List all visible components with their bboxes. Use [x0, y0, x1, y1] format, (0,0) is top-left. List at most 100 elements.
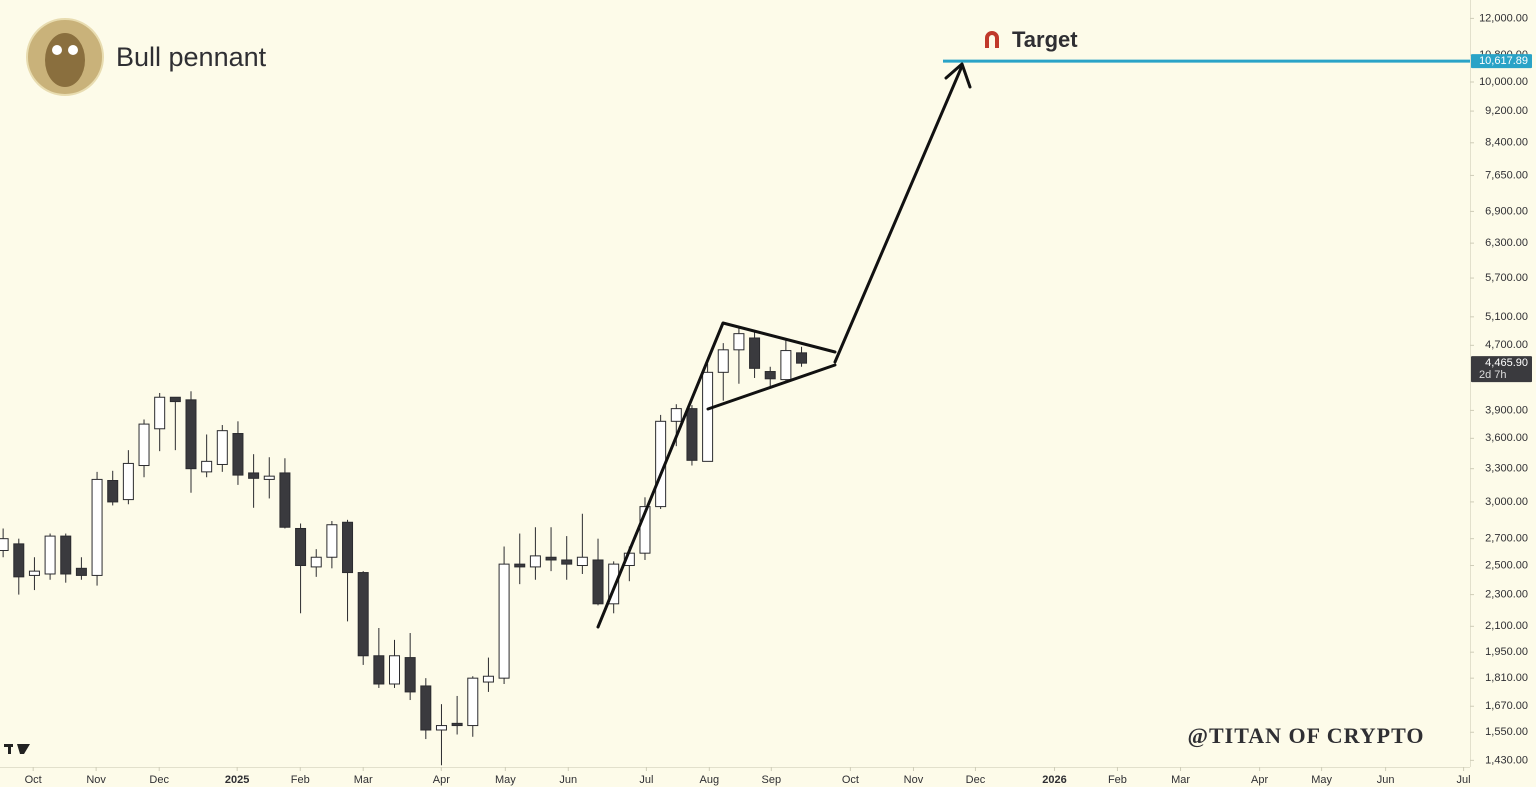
candle-body [733, 333, 745, 351]
candle-body [717, 349, 729, 373]
candle-body [764, 371, 776, 380]
y-tick-label: 5,100.00 [1485, 311, 1528, 323]
pattern-drawing [596, 62, 972, 629]
y-tick-label: 8,400.00 [1485, 137, 1528, 149]
y-tick-label: 12,000.00 [1479, 12, 1528, 24]
candle-body [279, 472, 291, 528]
x-tick-label: Nov [904, 774, 924, 786]
x-tick-label: Jun [559, 774, 577, 786]
candle-body [702, 371, 714, 462]
y-tick-label: 5,700.00 [1485, 272, 1528, 284]
y-tick-label: 2,700.00 [1485, 533, 1528, 545]
x-tick-label: Dec [966, 774, 986, 786]
y-tick-label: 2,500.00 [1485, 559, 1528, 571]
target-icon [985, 31, 999, 48]
price-tag [1471, 356, 1532, 383]
avatar [26, 18, 104, 96]
y-tick-label: 3,300.00 [1485, 463, 1528, 475]
candle-body [561, 559, 573, 565]
candle-body [796, 352, 808, 364]
candle-body [248, 472, 260, 479]
watermark: @TITAN OF CRYPTO [1188, 723, 1425, 748]
candle-body [0, 538, 9, 551]
candle-body [295, 527, 307, 567]
candle-body [373, 655, 385, 685]
candle-body [201, 460, 213, 473]
y-tick-label: 1,950.00 [1485, 646, 1528, 658]
candle-body [592, 559, 604, 605]
candle-body [357, 572, 369, 657]
x-tick-label: Mar [354, 774, 373, 786]
candle-body [60, 535, 72, 575]
candle-body [467, 677, 479, 727]
x-tick-label: Nov [86, 774, 106, 786]
candle-body [404, 657, 416, 693]
candle-body [169, 396, 181, 403]
candle-body [576, 556, 588, 567]
candle-body [514, 563, 526, 568]
chart-title: Bull pennant [116, 42, 267, 72]
x-tick-label: Feb [1108, 774, 1127, 786]
y-tick-label: 1,810.00 [1485, 672, 1528, 684]
y-tick-label: 7,650.00 [1485, 169, 1528, 181]
x-tick-label: Jul [1457, 774, 1471, 786]
candle-body [670, 408, 682, 422]
candle-body [28, 570, 40, 576]
x-tick-label: Apr [1251, 774, 1268, 786]
x-tick-label: 2026 [1042, 774, 1066, 786]
candle-body [780, 350, 792, 381]
candle-body [608, 563, 620, 605]
x-tick-label: Sep [762, 774, 782, 786]
y-tick-label: 4,700.00 [1485, 339, 1528, 351]
plot: 12,000.0010,800.0010,000.009,200.008,400… [0, 12, 1532, 786]
y-tick-label: 10,000.00 [1479, 76, 1528, 88]
candle-body [107, 480, 119, 503]
candle-body [482, 675, 494, 683]
candle-body [232, 433, 244, 476]
candle-body [545, 556, 557, 561]
x-tick-label: Feb [291, 774, 310, 786]
x-tick-label: 2025 [225, 774, 249, 786]
candle-body [342, 521, 354, 574]
y-tick-label: 6,900.00 [1485, 205, 1528, 217]
x-tick-label: Dec [149, 774, 169, 786]
x-tick-label: Jun [1377, 774, 1395, 786]
x-tick-label: Oct [25, 774, 42, 786]
x-tick-label: May [495, 774, 516, 786]
candle-body [185, 399, 197, 470]
candle-body [498, 563, 510, 679]
y-tick-label: 6,300.00 [1485, 237, 1528, 249]
price-tag-sublabel: 2d 7h [1479, 369, 1507, 381]
x-tick-label: Mar [1171, 774, 1190, 786]
candle-body [420, 685, 432, 731]
x-tick-label: Apr [433, 774, 450, 786]
y-tick-label: 2,300.00 [1485, 589, 1528, 601]
candle-body [263, 475, 275, 480]
price-tag-label: 4,465.90 [1485, 357, 1528, 369]
candle-body [91, 478, 103, 576]
candle-body [154, 396, 166, 430]
candle-body [451, 722, 463, 727]
x-tick-label: Oct [842, 774, 859, 786]
price-tag-label: 10,617.89 [1479, 55, 1528, 67]
candle-body [13, 543, 25, 578]
x-tick-label: Jul [639, 774, 653, 786]
y-tick-label: 1,430.00 [1485, 754, 1528, 766]
candle-body [639, 506, 651, 554]
candle-body [686, 408, 698, 461]
candle-body [749, 337, 761, 369]
x-tick-label: May [1311, 774, 1332, 786]
price-tag [1471, 54, 1532, 69]
annotation: Target [1012, 27, 1078, 52]
candle-body [138, 423, 150, 467]
y-tick-label: 1,550.00 [1485, 726, 1528, 738]
candle-body [326, 524, 338, 558]
candle-body [435, 725, 447, 731]
candle-body [310, 556, 322, 568]
candle-body [529, 555, 541, 568]
y-tick-label: 3,900.00 [1485, 404, 1528, 416]
candle-body [389, 655, 401, 685]
y-tick-label: 9,200.00 [1485, 105, 1528, 117]
